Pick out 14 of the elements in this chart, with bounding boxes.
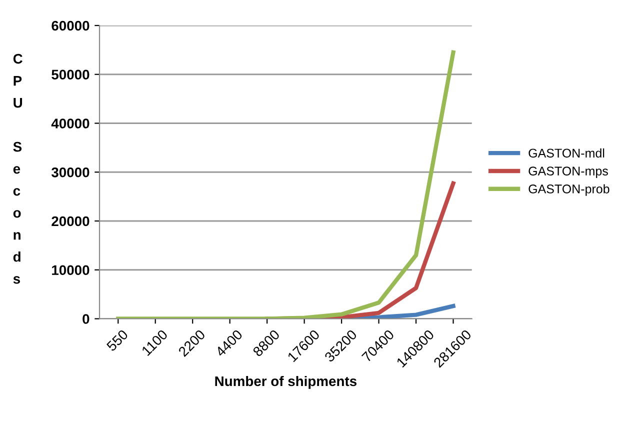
- text: CPU Seconds: [13, 54, 22, 284]
- y-tick-label: 10000: [52, 265, 90, 276]
- y-tick-label: 0: [82, 314, 90, 324]
- line-series: [116, 50, 456, 319]
- legend-label: GASTON-mdl: [528, 148, 604, 158]
- legend-label: GASTON-prob: [528, 184, 610, 196]
- y-tick-label: 50000: [52, 70, 90, 80]
- y-tick-label: 30000: [51, 167, 90, 178]
- x-tick-label: 550: [106, 329, 129, 352]
- legend-label: GASTON-mps: [528, 166, 608, 178]
- y-tick-label: 20000: [52, 216, 90, 226]
- x-axis-title: Number of shipments: [215, 376, 357, 389]
- y-tick-label: 60000: [52, 20, 90, 31]
- y-tick-label: 40000: [51, 118, 90, 128]
